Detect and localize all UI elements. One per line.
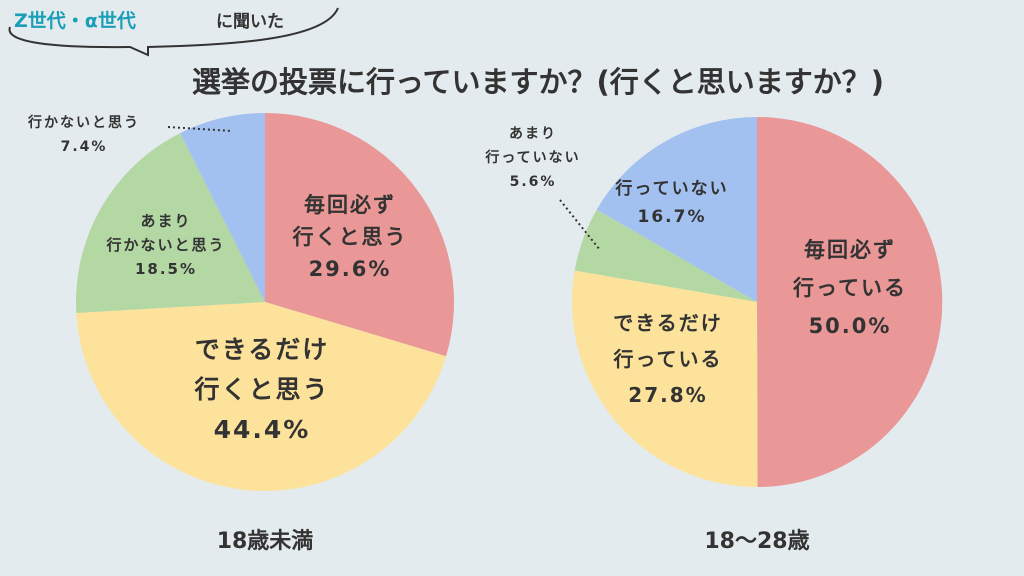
slice-category-label: 行かないと思う — [27, 114, 140, 131]
slice-value-label: 7.4% — [61, 139, 108, 155]
slice-label: あまり行っていない 5.6% — [484, 126, 580, 190]
slice-category-label: できるだけ — [613, 311, 723, 335]
header-tag-accent: Z世代・α世代 — [14, 10, 136, 32]
pie-title-18-28: 18〜28歳 — [704, 529, 809, 554]
slice-label: あまり行かないと思う 18.5% — [105, 212, 225, 278]
pie-chart-18-28: 毎回必ず行っている 50.0%できるだけ行っている 27.8%あまり行っていない 5.… — [484, 116, 943, 488]
pie-title-under-18: 18歳未満 — [217, 528, 314, 554]
page-title: 選挙の投票に行っていますか？(行くと思いますか？) — [192, 65, 884, 99]
pie-chart-under-18: 毎回必ず行くと思う 29.6%できるだけ行くと思う 44.4%あまり行かないと思う 1… — [27, 113, 455, 492]
slice-category-label: 行っている — [613, 347, 723, 371]
slice-category-label: 行っていない — [484, 149, 580, 166]
slice-category-label: 毎回必ず — [804, 238, 896, 262]
slice-category-label: 行っている — [792, 276, 907, 300]
slice-label: できるだけ行くと思う 44.4% — [193, 335, 329, 444]
slice-value-label: 16.7% — [638, 207, 707, 227]
leader-line — [167, 126, 233, 132]
slice-label: 毎回必ず行くと思う 29.6% — [292, 193, 408, 281]
slice-category-label: 行かないと思う — [105, 236, 225, 254]
pie-slice — [596, 117, 757, 302]
pie-slice — [572, 270, 758, 488]
slice-category-label: 毎回必ず — [304, 193, 396, 217]
slice-category-label: できるだけ — [195, 335, 330, 364]
slice-category-label: 行くと思う — [193, 375, 329, 404]
pie-slice — [76, 302, 447, 492]
slice-label: 行っていない 16.7% — [614, 178, 728, 227]
leader-line — [559, 199, 601, 251]
pie-slice — [180, 113, 265, 302]
slice-value-label: 5.6% — [510, 174, 557, 190]
slice-label: できるだけ行っている 27.8% — [613, 311, 723, 407]
pie-slice — [574, 209, 757, 302]
slice-label: 毎回必ず行っている 50.0% — [792, 238, 907, 338]
slice-category-label: あまり — [509, 126, 557, 142]
slice-value-label: 44.4% — [214, 415, 311, 444]
pie-slice — [265, 113, 455, 357]
slice-category-label: あまり — [140, 212, 191, 230]
slice-label: 行かないと思う 7.4% — [27, 114, 140, 155]
pie-slice — [757, 116, 943, 488]
slice-value-label: 27.8% — [628, 383, 707, 407]
slice-value-label: 50.0% — [809, 314, 892, 338]
header-bracket-line — [8, 7, 339, 57]
slice-category-label: 行っていない — [614, 178, 728, 199]
slice-category-label: 行くと思う — [292, 225, 408, 249]
header-tag-rest: に聞いた — [216, 12, 284, 32]
slice-value-label: 18.5% — [135, 260, 197, 278]
header-tag: Z世代・α世代 に聞いた — [8, 7, 339, 57]
pie-slice — [76, 133, 265, 313]
slice-value-label: 29.6% — [309, 257, 392, 281]
